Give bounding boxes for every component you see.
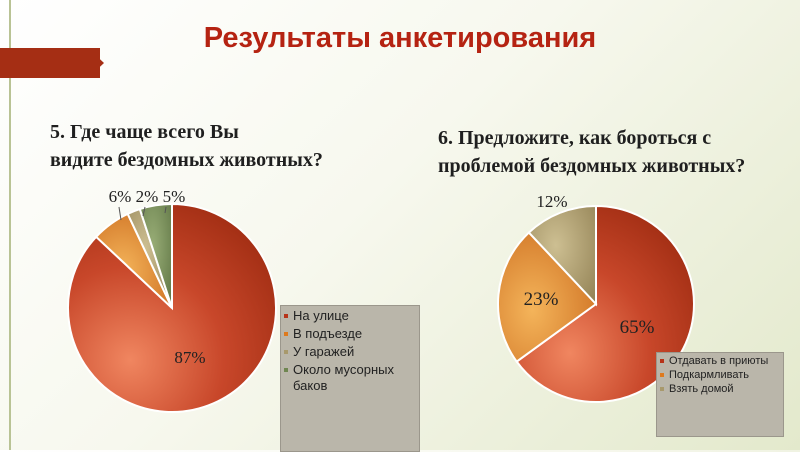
legend-item: Подкармливать bbox=[659, 368, 781, 382]
page-title: Результаты анкетирования bbox=[203, 22, 597, 54]
legend-swatch bbox=[284, 368, 288, 372]
legend-label: На улице bbox=[293, 308, 349, 323]
legend-item: Около мусорных баков bbox=[283, 362, 415, 394]
chart1-leader-line-4 bbox=[164, 206, 167, 214]
chart2-title-line-2: проблемой бездомных животных? bbox=[438, 155, 746, 177]
chart2-title: 6. Предложите, как бороться с проблемой … bbox=[438, 124, 800, 180]
chart1-title-line-2: видите бездомных животных? bbox=[50, 149, 323, 171]
chart1-data-label-2: 6% bbox=[109, 187, 132, 206]
title-banner-arrow bbox=[88, 48, 104, 78]
legend-label: У гаражей bbox=[293, 344, 355, 359]
chart1-leader-line-3 bbox=[142, 206, 146, 217]
legend-label: Около мусорных баков bbox=[293, 362, 395, 393]
legend-item: Отдавать в приюты bbox=[659, 354, 781, 368]
vertical-rule bbox=[9, 0, 11, 450]
chart2-data-label-1: 65% bbox=[620, 317, 655, 338]
chart1-title-line-1: 5. Где чаще всего Вы bbox=[50, 121, 239, 143]
chart1-data-label-3: 2% bbox=[136, 187, 159, 206]
chart2-slice-1 bbox=[515, 204, 695, 403]
chart2-data-label-3: 12% bbox=[536, 192, 567, 211]
chart1-data-label-1: 87% bbox=[174, 348, 205, 367]
chart1-title: 5. Где чаще всего Вы видите бездомных жи… bbox=[50, 118, 370, 174]
chart1-slice-1 bbox=[67, 202, 277, 413]
legend-label: Взять домой bbox=[669, 383, 734, 395]
legend-label: В подъезде bbox=[293, 326, 363, 341]
legend-item: На улице bbox=[283, 308, 415, 324]
legend-item: В подъезде bbox=[283, 326, 415, 342]
legend-swatch bbox=[284, 332, 288, 336]
chart2-legend: Отдавать в приюты Подкармливать Взять до… bbox=[656, 352, 784, 437]
chart2-slice-2 bbox=[497, 231, 598, 364]
chart2-slice-3 bbox=[527, 204, 597, 307]
legend-swatch bbox=[284, 350, 288, 354]
chart2-data-label-2: 23% bbox=[524, 289, 559, 310]
legend-swatch bbox=[660, 359, 664, 363]
legend-swatch bbox=[660, 373, 664, 377]
legend-swatch bbox=[284, 314, 288, 318]
legend-item: Взять домой bbox=[659, 382, 781, 396]
chart1-data-label-4: 5% bbox=[163, 187, 186, 206]
chart1-leader-line-2 bbox=[118, 206, 122, 221]
legend-label: Отдавать в приюты bbox=[669, 355, 769, 367]
chart1-slice-4 bbox=[138, 202, 173, 309]
legend-label: Подкармливать bbox=[669, 369, 749, 381]
legend-swatch bbox=[660, 387, 664, 391]
legend-item: У гаражей bbox=[283, 344, 415, 360]
chart2-title-line-1: 6. Предложите, как бороться с bbox=[438, 127, 712, 149]
chart1-legend: На улице В подъезде У гаражей Около мусо… bbox=[280, 305, 420, 452]
title-banner bbox=[0, 48, 100, 78]
